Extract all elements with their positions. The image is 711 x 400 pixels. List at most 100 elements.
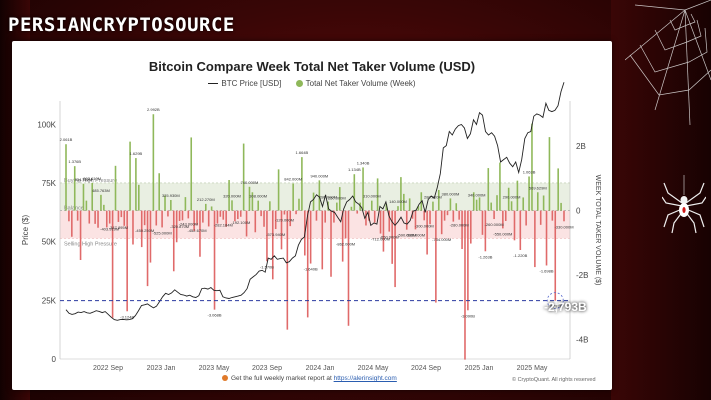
volume-data-label: 320.000M — [223, 193, 241, 198]
volume-data-label: -1.698B — [540, 268, 554, 273]
volume-bar — [126, 210, 128, 312]
volume-bar — [132, 210, 134, 245]
volume-bar — [260, 210, 262, 217]
volume-bar — [257, 200, 260, 211]
volume-bar — [347, 210, 350, 326]
zone-label-2: Selling High Pressure — [64, 241, 117, 247]
volume-bar — [484, 210, 487, 252]
volume-bar — [193, 210, 195, 231]
volume-data-label: -1.220B — [513, 253, 527, 258]
y2-axis-label: WEEK TOTAL TAKER VOLUME ($) — [594, 175, 601, 286]
volume-data-label: -403.919M — [100, 227, 119, 232]
volume-data-label: -580.000M — [406, 232, 425, 237]
highlight-circle — [546, 292, 564, 310]
footer-prefix: Get the full weekly market report at — [231, 375, 334, 382]
volume-bar — [373, 210, 376, 223]
volume-bar — [536, 192, 539, 211]
x-tick-label: 2023 Jan — [147, 365, 176, 372]
volume-bar — [120, 210, 123, 218]
volume-bar — [216, 210, 219, 224]
volume-data-label: 140.000M — [389, 199, 407, 204]
volume-bar — [315, 210, 318, 221]
volume-data-label: -573.940M — [266, 232, 285, 237]
volume-data-label: -192.100M — [231, 220, 250, 225]
footer-link[interactable]: https://alerinsight.com — [333, 375, 397, 382]
spider-icon — [662, 175, 706, 234]
volume-bar — [234, 210, 236, 222]
volume-bar — [222, 210, 225, 220]
volume-bar — [85, 200, 88, 211]
zone-label-0: Buying High Pressure — [64, 178, 117, 184]
plot-area: Buying High PressureBalanceSelling High … — [21, 82, 601, 372]
volume-bar — [117, 210, 120, 222]
y-tick-label: 75K — [42, 179, 57, 188]
volume-data-label: -712.000M — [371, 237, 390, 242]
volume-data-label: -452.670M — [187, 228, 206, 233]
volume-bar — [542, 195, 545, 211]
y2-tick-label: -4B — [576, 336, 588, 345]
x-tick-label: 2025 May — [517, 365, 548, 372]
volume-bar — [376, 178, 379, 211]
volume-data-label: 1.664B — [296, 150, 309, 155]
volume-data-label: -550.000M — [493, 231, 512, 236]
volume-data-label: -282.184M — [214, 223, 233, 228]
volume-bar — [213, 210, 216, 310]
volume-bar — [472, 192, 475, 211]
volume-bar — [175, 210, 178, 243]
volume-bar — [190, 137, 193, 211]
volume-data-label: 308.000M — [249, 194, 267, 199]
volume-data-label: 862.610M — [83, 176, 101, 181]
volume-bar — [321, 210, 324, 270]
x-tick-label: 2024 Jan — [306, 365, 335, 372]
volume-bar — [231, 200, 233, 211]
volume-bar — [204, 203, 207, 211]
volume-bar — [510, 201, 513, 211]
volume-bar — [100, 194, 102, 211]
volume-data-label: 380.000M — [442, 191, 460, 196]
volume-bar — [298, 198, 300, 211]
volume-bar — [199, 210, 201, 257]
volume-bar — [429, 210, 431, 225]
volume-bar — [379, 210, 382, 234]
volume-bar — [277, 169, 280, 211]
volume-bar — [123, 210, 126, 226]
volume-data-label: -243.000M — [179, 221, 198, 226]
chart-legend: BTC Price [USD] Total Net Taker Volume (… — [12, 79, 612, 88]
volume-bar — [73, 166, 76, 211]
y-tick-label: 50K — [42, 238, 57, 247]
volume-bar — [167, 210, 169, 217]
volume-bar — [507, 187, 510, 211]
volume-data-label: 1.376B — [68, 159, 81, 164]
volume-bar — [155, 210, 158, 226]
volume-bar — [143, 210, 146, 226]
footer-note[interactable]: Get the full weekly market report at htt… — [222, 375, 397, 382]
volume-data-label: 834.712M — [75, 177, 93, 182]
latest-value-callout: -2,793B — [544, 300, 587, 314]
volume-bar — [181, 210, 184, 221]
volume-bar — [423, 210, 426, 221]
volume-bar — [330, 210, 332, 277]
volume-bar — [432, 201, 434, 211]
volume-bar — [283, 210, 286, 215]
volume-bar — [417, 206, 420, 211]
volume-bar — [522, 197, 525, 211]
volume-bar — [76, 210, 79, 221]
volume-data-label: 2.992B — [147, 107, 160, 112]
volume-data-label: -3.068B — [208, 313, 222, 318]
volume-bar — [365, 210, 367, 226]
volume-bar — [312, 192, 315, 211]
chart-title: Bitcoin Compare Week Total Net Taker Vol… — [148, 59, 476, 74]
volume-data-label: -525.000M — [153, 230, 172, 235]
y2-tick-label: 2B — [576, 142, 586, 151]
volume-data-label: 290.000M — [503, 194, 521, 199]
volume-bar — [397, 206, 399, 211]
volume-bar — [146, 210, 149, 287]
volume-data-label: 325.930M — [162, 193, 180, 198]
volume-bar — [228, 180, 230, 211]
volume-bar — [170, 200, 172, 211]
volume-data-label: 280.000M — [319, 195, 337, 200]
volume-bar — [443, 210, 446, 221]
volume-bar — [370, 200, 373, 211]
volume-bar — [269, 201, 271, 211]
volume-bar — [184, 197, 187, 211]
